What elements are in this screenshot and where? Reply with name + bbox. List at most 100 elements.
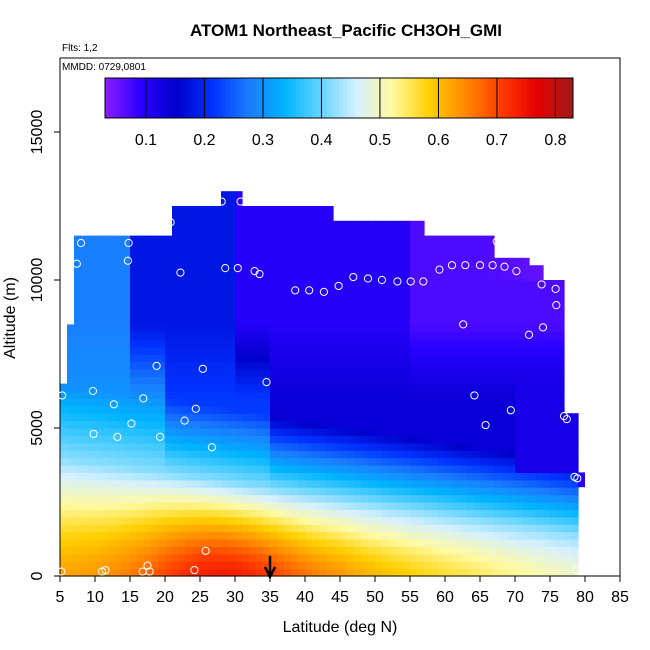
heatmap-cell bbox=[550, 561, 558, 570]
heatmap-cell bbox=[277, 568, 285, 577]
heatmap-cell bbox=[158, 561, 166, 570]
heatmap-cell bbox=[123, 280, 131, 288]
heatmap-cell bbox=[424, 509, 432, 518]
heatmap-cell bbox=[312, 228, 320, 237]
heatmap-cell bbox=[102, 368, 110, 377]
heatmap-cell bbox=[277, 494, 285, 503]
heatmap-cell bbox=[396, 465, 404, 473]
heatmap-cell bbox=[235, 287, 243, 296]
heatmap-cell bbox=[67, 442, 75, 451]
heatmap-cell bbox=[466, 368, 474, 377]
heatmap-cell bbox=[333, 465, 341, 473]
heatmap-cell bbox=[515, 509, 523, 518]
heatmap-cell bbox=[277, 206, 285, 214]
heatmap-cell bbox=[200, 235, 208, 244]
heatmap-cell bbox=[256, 420, 264, 429]
heatmap-cell bbox=[88, 531, 96, 540]
heatmap-cell bbox=[102, 428, 110, 436]
heatmap-cell bbox=[221, 494, 229, 503]
heatmap-cell bbox=[543, 339, 551, 348]
heatmap-cell bbox=[284, 317, 292, 325]
heatmap-cell bbox=[263, 280, 271, 288]
heatmap-cell bbox=[340, 516, 348, 525]
heatmap-cell bbox=[431, 272, 439, 281]
heatmap-cell bbox=[74, 502, 82, 510]
heatmap-cell bbox=[186, 302, 194, 311]
heatmap-cell bbox=[214, 405, 222, 414]
heatmap-cell bbox=[256, 487, 264, 496]
heatmap-cell bbox=[95, 509, 103, 518]
heatmap-cell bbox=[417, 354, 425, 362]
heatmap-cell bbox=[74, 280, 82, 288]
heatmap-cell bbox=[445, 539, 453, 547]
heatmap-cell bbox=[116, 331, 124, 340]
heatmap-cell bbox=[424, 250, 432, 259]
heatmap-cell bbox=[102, 257, 110, 266]
heatmap-cell bbox=[529, 428, 537, 436]
colorbar-swatch bbox=[475, 78, 480, 118]
heatmap-cell bbox=[494, 339, 502, 348]
heatmap-cell bbox=[550, 487, 558, 496]
heatmap-cell bbox=[60, 539, 68, 547]
heatmap-cell bbox=[116, 324, 124, 333]
heatmap-cell bbox=[88, 257, 96, 266]
heatmap-cell bbox=[417, 479, 425, 488]
heatmap-cell bbox=[312, 391, 320, 399]
heatmap-cell bbox=[263, 516, 271, 525]
heatmap-cell bbox=[375, 553, 383, 562]
heatmap-cell bbox=[130, 257, 138, 266]
observation-point bbox=[191, 404, 200, 413]
heatmap-cell bbox=[473, 257, 481, 266]
heatmap-cell bbox=[179, 487, 187, 496]
colorbar-swatch bbox=[229, 78, 235, 118]
heatmap-cell bbox=[515, 502, 523, 510]
heatmap-cell bbox=[235, 428, 243, 436]
heatmap-cell bbox=[207, 243, 215, 251]
heatmap-cell bbox=[200, 346, 208, 355]
heatmap-cell bbox=[102, 479, 110, 488]
heatmap-cell bbox=[550, 361, 558, 370]
heatmap-cell bbox=[396, 561, 404, 570]
heatmap-cell bbox=[459, 546, 467, 555]
heatmap-cell bbox=[375, 265, 383, 274]
heatmap-cell bbox=[109, 398, 117, 407]
heatmap-cell bbox=[326, 553, 334, 562]
heatmap-cell bbox=[74, 472, 82, 481]
heatmap-cell bbox=[214, 206, 222, 214]
heatmap-cell bbox=[95, 487, 103, 496]
heatmap-cell bbox=[235, 465, 243, 473]
heatmap-cell bbox=[130, 494, 138, 503]
heatmap-cell bbox=[270, 235, 278, 244]
heatmap-cell bbox=[298, 235, 306, 244]
heatmap-cell bbox=[522, 509, 530, 518]
heatmap-cell bbox=[151, 553, 159, 562]
heatmap-cell bbox=[515, 553, 523, 562]
heatmap-cell bbox=[333, 531, 341, 540]
heatmap-cell bbox=[158, 265, 166, 274]
heatmap-cell bbox=[214, 287, 222, 296]
heatmap-cell bbox=[543, 442, 551, 451]
observation-point bbox=[198, 364, 207, 373]
heatmap-cell bbox=[158, 420, 166, 429]
heatmap-cell bbox=[424, 324, 432, 333]
heatmap-cell bbox=[116, 302, 124, 311]
heatmap-cell bbox=[270, 331, 278, 340]
heatmap-cell bbox=[116, 398, 124, 407]
heatmap-cell bbox=[151, 539, 159, 547]
heatmap-cell bbox=[256, 339, 264, 348]
heatmap-cell bbox=[151, 413, 159, 422]
heatmap-cell bbox=[564, 509, 572, 518]
heatmap-cell bbox=[130, 235, 138, 244]
heatmap-cell bbox=[95, 272, 103, 281]
heatmap-cell bbox=[431, 398, 439, 407]
heatmap-cell bbox=[123, 272, 131, 281]
heatmap-cell bbox=[473, 324, 481, 333]
heatmap-cell bbox=[368, 220, 376, 229]
observation-point bbox=[492, 237, 501, 246]
heatmap-cell bbox=[102, 398, 110, 407]
heatmap-cell bbox=[109, 413, 117, 422]
colorbar-swatch bbox=[210, 78, 215, 118]
heatmap-cell bbox=[305, 317, 313, 325]
heatmap-cell bbox=[522, 257, 530, 266]
heatmap-cell bbox=[473, 568, 481, 577]
